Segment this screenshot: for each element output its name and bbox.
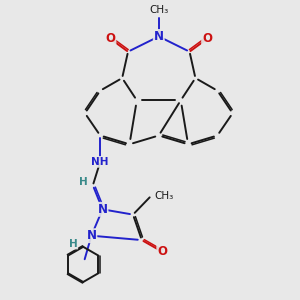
Text: N: N	[154, 30, 164, 43]
Text: O: O	[202, 32, 212, 45]
Text: CH₃: CH₃	[149, 5, 168, 15]
Text: O: O	[157, 245, 167, 258]
Text: NH: NH	[92, 157, 109, 167]
Text: N: N	[98, 203, 107, 216]
Text: H: H	[79, 177, 88, 188]
Text: N: N	[86, 229, 96, 242]
Text: O: O	[105, 32, 116, 45]
Text: H: H	[69, 239, 78, 249]
Text: CH₃: CH₃	[154, 190, 174, 201]
